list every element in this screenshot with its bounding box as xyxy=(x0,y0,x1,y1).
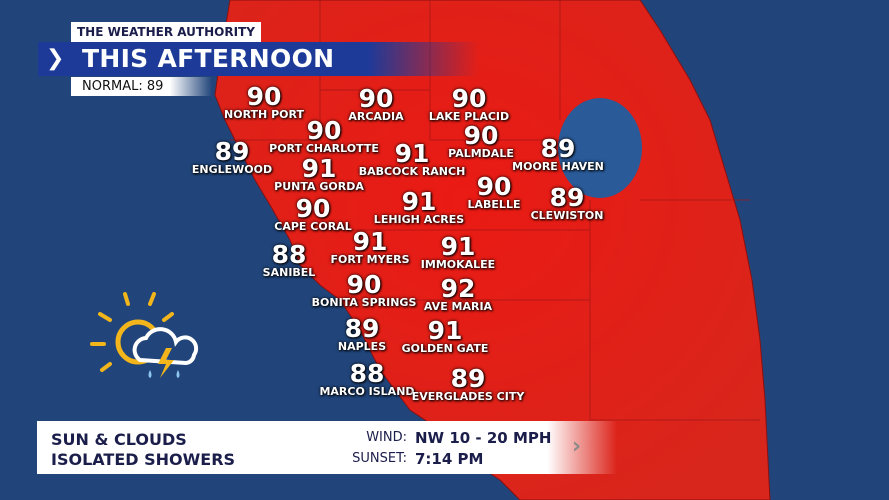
temperature: 90 xyxy=(476,172,512,201)
city-fort-myers: 91 FORT MYERS xyxy=(330,227,410,266)
city-everglades-city: 89 EVERGLADES CITY xyxy=(411,364,525,403)
city-name: MOORE HAVEN xyxy=(512,160,604,173)
city-lake-placid: 90 LAKE PLACID xyxy=(428,84,510,123)
city-name: CLEWISTON xyxy=(530,209,604,222)
temperature: 89 xyxy=(450,364,486,393)
city-name: FORT MYERS xyxy=(330,253,410,266)
temperature: 91 xyxy=(401,187,437,216)
city-north-port: 90 NORTH PORT xyxy=(224,82,304,121)
city-lehigh-acres: 91 LEHIGH ACRES xyxy=(373,187,465,226)
city-name: BABCOCK RANCH xyxy=(358,165,466,178)
city-name: MARCO ISLAND xyxy=(319,385,415,398)
city-name: EVERGLADES CITY xyxy=(411,390,525,403)
city-golden-gate: 91 GOLDEN GATE xyxy=(401,316,489,355)
city-moore-haven: 89 MOORE HAVEN xyxy=(512,134,604,173)
city-englewood: 89 ENGLEWOOD xyxy=(191,137,273,176)
temperature: 90 xyxy=(246,82,282,111)
city-name: PALMDALE xyxy=(448,147,514,160)
lake-okeechobee xyxy=(558,98,642,198)
chevron-right-icon[interactable]: › xyxy=(572,434,582,459)
city-name: GOLDEN GATE xyxy=(401,342,489,355)
city-name: SANIBEL xyxy=(262,266,316,279)
forecast-bar: SUN & CLOUDS ISOLATED SHOWERS WIND: NW 1… xyxy=(37,421,617,474)
title-bar: ❯ THIS AFTERNOON xyxy=(38,42,478,76)
temperature: 88 xyxy=(349,359,385,388)
sun-cloud-lightning-rain-icon xyxy=(90,292,199,378)
city-name: IMMOKALEE xyxy=(420,258,496,271)
temperature: 89 xyxy=(549,183,585,212)
conditions: SUN & CLOUDS ISOLATED SHOWERS xyxy=(51,430,235,470)
wind-label: WIND: xyxy=(366,430,407,445)
city-palmdale: 90 PALMDALE xyxy=(448,121,514,160)
city-name: CAPE CORAL xyxy=(274,220,352,233)
city-name: LEHIGH ACRES xyxy=(373,213,465,226)
temperature: 90 xyxy=(346,270,382,299)
city-immokalee: 91 IMMOKALEE xyxy=(420,232,496,271)
wind-value: NW 10 - 20 MPH xyxy=(415,429,552,447)
temperature: 88 xyxy=(271,240,307,269)
city-name: NAPLES xyxy=(337,340,387,353)
city-name: PORT CHARLOTTE xyxy=(269,142,379,155)
temperature: 89 xyxy=(214,137,250,166)
brand-label: THE WEATHER AUTHORITY xyxy=(71,22,261,43)
temperature: 91 xyxy=(301,154,337,183)
temperature: 90 xyxy=(295,194,331,223)
temperature: 90 xyxy=(451,84,487,113)
city-labelle: 90 LABELLE xyxy=(467,172,521,211)
city-port-charlotte: 90 PORT CHARLOTTE xyxy=(269,116,379,155)
temperature: 90 xyxy=(463,121,499,150)
temperature: 90 xyxy=(358,84,394,113)
city-clewiston: 89 CLEWISTON xyxy=(530,183,604,222)
city-ave-maria: 92 AVE MARIA xyxy=(423,274,493,313)
city-punta-gorda: 91 PUNTA GORDA xyxy=(274,154,364,193)
city-marco-island: 88 MARCO ISLAND xyxy=(319,359,415,398)
temperature: 91 xyxy=(440,232,476,261)
city-name: PUNTA GORDA xyxy=(274,180,364,193)
city-sanibel: 88 SANIBEL xyxy=(262,240,316,279)
temperature: 92 xyxy=(440,274,476,303)
sunset-label: SUNSET: xyxy=(352,451,407,466)
temperature: 91 xyxy=(394,139,430,168)
city-bonita-springs: 90 BONITA SPRINGS xyxy=(311,270,417,309)
temperature: 90 xyxy=(306,116,342,145)
city-name: AVE MARIA xyxy=(423,300,493,313)
city-arcadia: 90 ARCADIA xyxy=(348,84,404,123)
city-naples: 89 NAPLES xyxy=(337,314,387,353)
city-name: LABELLE xyxy=(467,198,521,211)
normal-temp: NORMAL: 89 xyxy=(71,77,212,96)
city-name: NORTH PORT xyxy=(224,108,304,121)
condition-line-1: SUN & CLOUDS xyxy=(51,430,187,449)
temperature: 91 xyxy=(427,316,463,345)
sunset-value: 7:14 PM xyxy=(415,450,484,468)
city-name: ENGLEWOOD xyxy=(191,163,273,176)
condition-line-2: ISOLATED SHOWERS xyxy=(51,450,236,469)
temperature: 89 xyxy=(540,134,576,163)
page-title: THIS AFTERNOON xyxy=(82,44,335,73)
chevron-right-icon: ❯ xyxy=(46,46,65,71)
city-name: LAKE PLACID xyxy=(428,110,510,123)
temperature: 89 xyxy=(344,314,380,343)
city-name: ARCADIA xyxy=(348,110,404,123)
city-cape-coral: 90 CAPE CORAL xyxy=(274,194,352,233)
city-babcock-ranch: 91 BABCOCK RANCH xyxy=(358,139,466,178)
city-name: BONITA SPRINGS xyxy=(311,296,417,309)
temperature: 91 xyxy=(352,227,388,256)
